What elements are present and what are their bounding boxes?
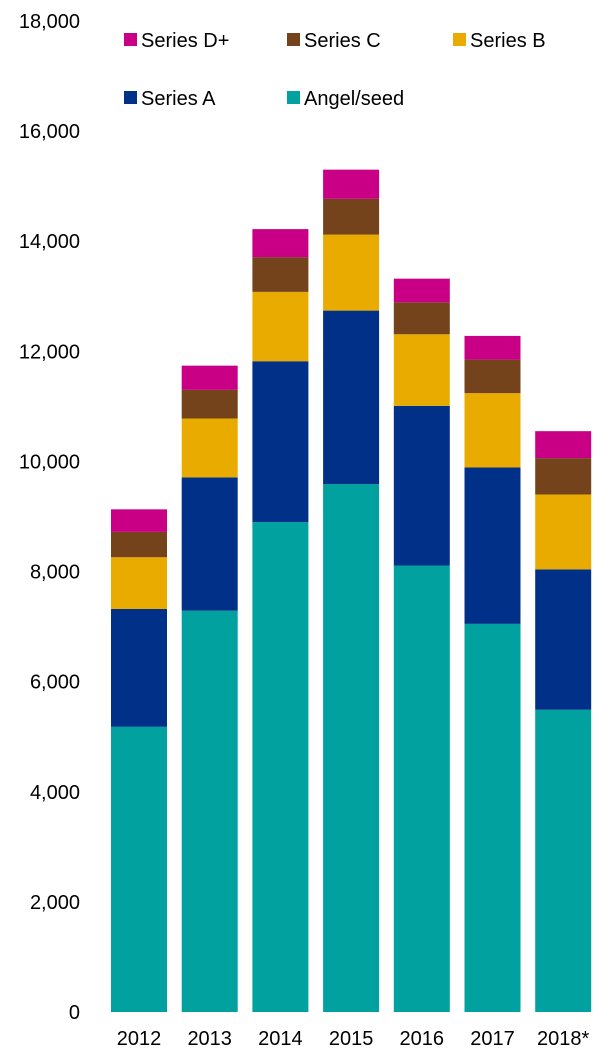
- bar-segment-series-b: [252, 291, 309, 362]
- x-tick-label: 2018*: [537, 1028, 589, 1050]
- bar-segment-series-a: [111, 608, 167, 727]
- x-tick-label: 2016: [400, 1028, 445, 1050]
- y-tick-label: 18,000: [19, 11, 80, 33]
- bar-segment-series-c: [323, 198, 380, 235]
- y-tick-label: 8,000: [30, 562, 80, 584]
- bar-segment-series-b: [111, 557, 167, 609]
- y-tick-label: 14,000: [19, 231, 80, 253]
- bar-segment-series-d-: [535, 431, 592, 459]
- bar-segment-series-c: [464, 359, 521, 394]
- y-tick-label: 10,000: [19, 451, 80, 473]
- legend-swatch-series-a: [124, 91, 137, 104]
- legend-swatch-angel-seed: [287, 91, 300, 104]
- bar-segment-series-b: [393, 334, 450, 406]
- x-axis: 2012 2013 2014 2015 2016 2017 2018*: [117, 1028, 590, 1050]
- bar-segment-series-a: [252, 361, 309, 522]
- bar-segment-series-a: [393, 405, 450, 566]
- y-tick-label: 16,000: [19, 121, 80, 143]
- bar-segment-series-a: [323, 310, 380, 485]
- legend-label-series-c: Series C: [304, 30, 381, 52]
- y-tick-label: 6,000: [30, 672, 80, 694]
- bar-segment-series-b: [535, 494, 592, 570]
- y-tick-label: 4,000: [30, 782, 80, 804]
- bar-segment-angel-seed: [464, 623, 521, 1012]
- x-tick-label: 2017: [470, 1028, 515, 1050]
- bar-segment-series-c: [181, 389, 238, 419]
- bar-segment-series-d-: [111, 509, 167, 532]
- bar-segment-series-c: [252, 257, 309, 292]
- legend-swatch-series-d-: [124, 33, 137, 46]
- y-tick-label: 2,000: [30, 892, 80, 914]
- bar-segment-series-a: [181, 477, 238, 611]
- legend-label-series-d-: Series D+: [141, 30, 229, 52]
- bars: [111, 169, 592, 1012]
- bar-segment-series-c: [535, 458, 592, 495]
- bar-segment-series-b: [181, 418, 238, 478]
- bar-segment-angel-seed: [252, 522, 309, 1012]
- bar-segment-series-c: [111, 531, 167, 558]
- legend-swatch-series-c: [287, 33, 300, 46]
- x-tick-label: 2012: [117, 1028, 162, 1050]
- bar-segment-angel-seed: [181, 610, 238, 1012]
- bar-segment-series-a: [535, 569, 592, 710]
- bar-segment-series-d-: [464, 335, 521, 360]
- x-tick-label: 2015: [329, 1028, 374, 1050]
- bar-segment-series-b: [464, 393, 521, 468]
- bar-segment-angel-seed: [535, 709, 592, 1012]
- bar-segment-series-d-: [181, 365, 238, 390]
- bar-segment-angel-seed: [111, 726, 167, 1012]
- legend-label-series-a: Series A: [141, 88, 216, 110]
- x-tick-label: 2014: [258, 1028, 303, 1050]
- bar-segment-series-d-: [393, 278, 450, 303]
- x-tick-label: 2013: [187, 1028, 232, 1050]
- y-tick-label: 12,000: [19, 341, 80, 363]
- y-tick-label: 0: [69, 1002, 80, 1024]
- bar-segment-series-c: [393, 302, 450, 335]
- bar-segment-series-b: [323, 234, 380, 311]
- legend-swatch-series-b: [453, 33, 466, 46]
- bar-segment-angel-seed: [393, 565, 450, 1012]
- bar-segment-series-d-: [323, 169, 380, 199]
- y-axis: 0 2,000 4,000 6,000 8,000 10,000 12,000 14,000 1…: [19, 11, 80, 1024]
- bar-segment-series-d-: [252, 229, 309, 258]
- bar-segment-angel-seed: [323, 484, 380, 1012]
- bar-segment-series-a: [464, 467, 521, 624]
- legend-label-series-b: Series B: [470, 30, 546, 52]
- legend-label-angel-seed: Angel/seed: [304, 88, 404, 110]
- legend: Series D+ Series C Series B Series A Angel/s…: [124, 30, 546, 110]
